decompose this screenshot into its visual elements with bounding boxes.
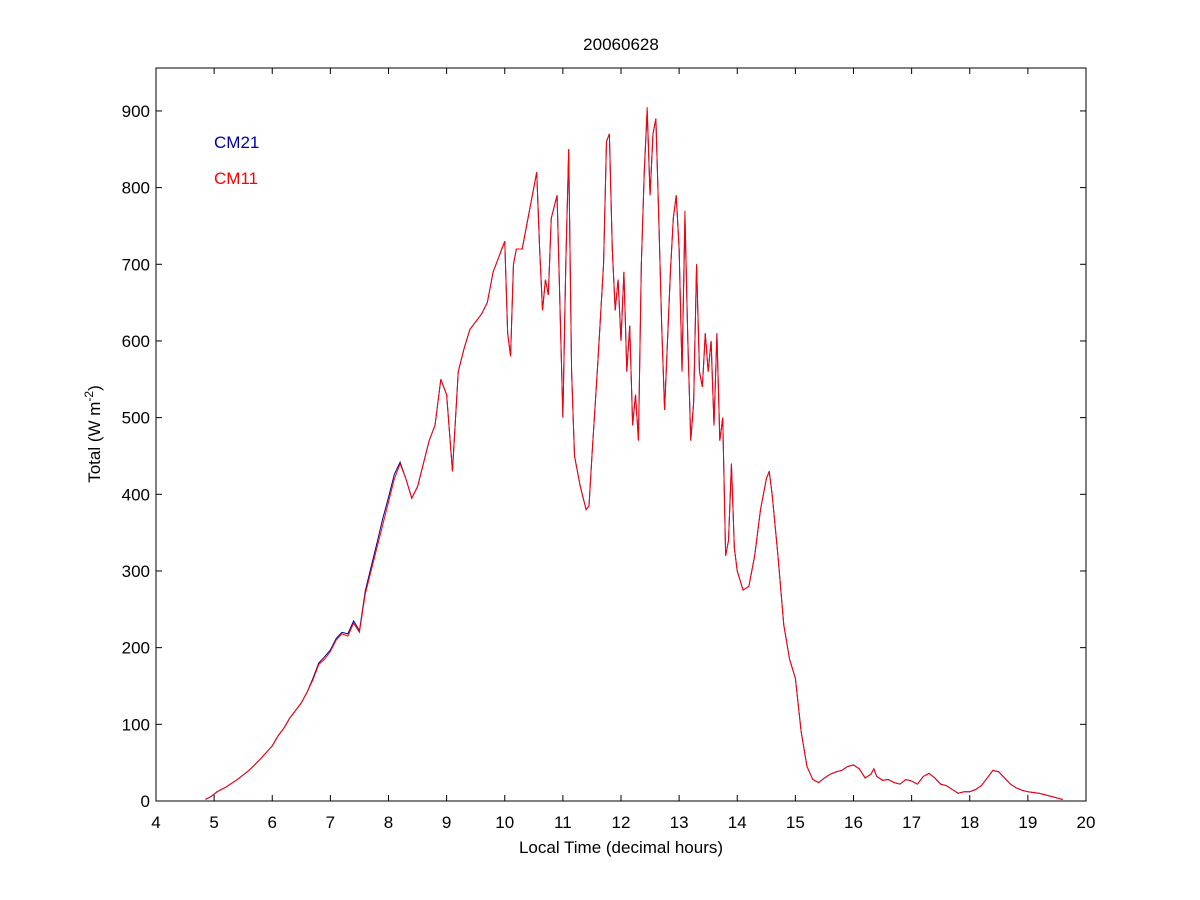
x-tick-label: 6 <box>268 813 277 832</box>
y-tick-label: 200 <box>122 639 150 658</box>
x-tick-label: 14 <box>728 813 747 832</box>
x-tick-label: 5 <box>209 813 218 832</box>
y-tick-label: 0 <box>141 792 150 811</box>
x-tick-label: 7 <box>326 813 335 832</box>
x-tick-label: 10 <box>495 813 514 832</box>
legend-entry: CM21 <box>214 133 259 152</box>
x-tick-label: 17 <box>902 813 921 832</box>
x-tick-label: 8 <box>384 813 393 832</box>
y-tick-label: 100 <box>122 715 150 734</box>
x-tick-label: 9 <box>442 813 451 832</box>
y-tick-label: 300 <box>122 562 150 581</box>
y-tick-label: 900 <box>122 102 150 121</box>
plot-area <box>155 67 1087 802</box>
x-tick-label: 12 <box>612 813 631 832</box>
y-axis-label-sup: -2 <box>82 391 96 402</box>
series-line <box>205 107 1063 800</box>
x-tick-label: 19 <box>1018 813 1037 832</box>
x-tick-label: 13 <box>670 813 689 832</box>
y-tick-label: 600 <box>122 332 150 351</box>
x-tick-label: 18 <box>960 813 979 832</box>
x-tick-label: 11 <box>554 813 572 832</box>
chart-title: 20060628 <box>583 35 659 54</box>
x-tick-label: 15 <box>786 813 805 832</box>
y-axis-label-end: ) <box>85 385 104 391</box>
legend-entry: CM11 <box>214 169 258 188</box>
y-tick-label: 400 <box>122 485 150 504</box>
x-axis-label: Local Time (decimal hours) <box>519 838 723 857</box>
y-tick-label: 800 <box>122 179 150 198</box>
y-axis-label-main: Total (W m <box>85 402 104 483</box>
y-axis-label: Total (W m-2) <box>82 385 104 483</box>
x-tick-label: 20 <box>1077 813 1096 832</box>
x-tick-label: 4 <box>151 813 160 832</box>
y-tick-label: 500 <box>122 409 150 428</box>
x-tick-label: 16 <box>844 813 863 832</box>
y-tick-label: 700 <box>122 255 150 274</box>
